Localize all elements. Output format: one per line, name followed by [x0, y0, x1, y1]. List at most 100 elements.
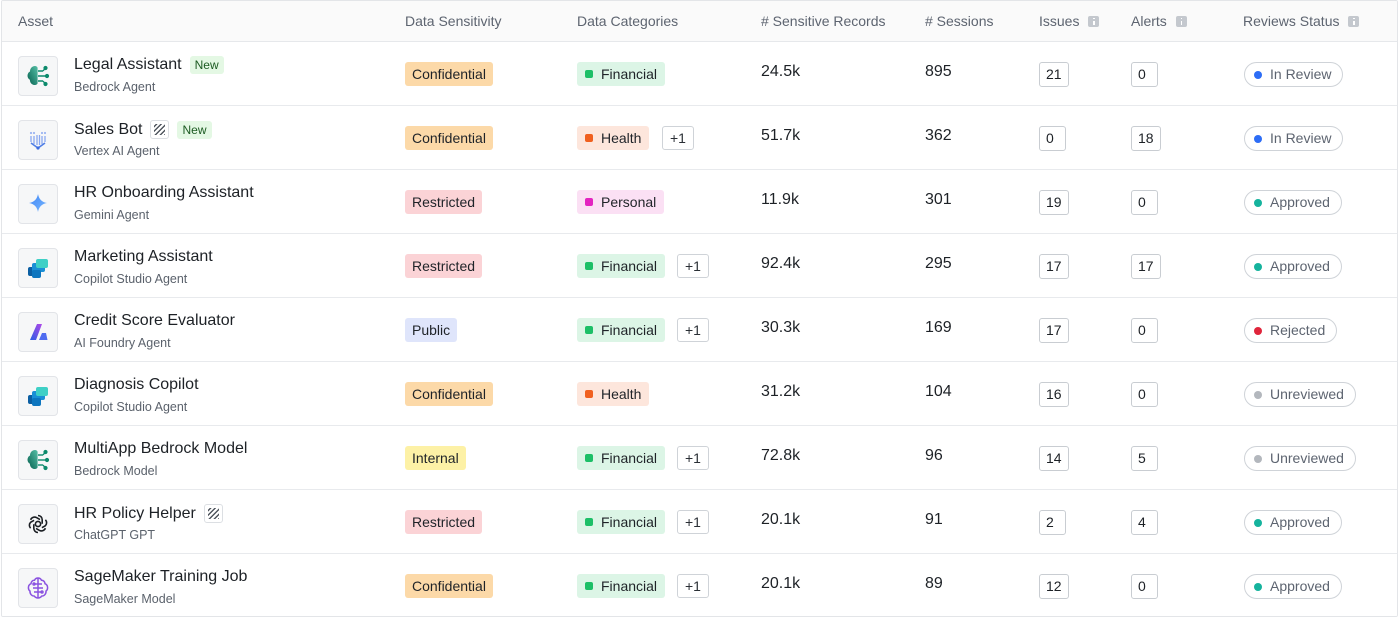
column-header-data-categories[interactable]: Data Categories [577, 13, 679, 29]
status-dot-icon [1254, 262, 1262, 271]
sensitivity-badge: Public [405, 318, 458, 342]
sensitive-records-count: 31.2k [761, 383, 801, 400]
bedrock-icon [18, 440, 58, 480]
asset-type: Copilot Studio Agent [74, 272, 188, 286]
issues-count[interactable]: 17 [1039, 254, 1069, 279]
issues-count[interactable]: 2 [1039, 510, 1066, 535]
review-status-label: Unreviewed [1270, 386, 1344, 402]
more-categories-button[interactable]: +1 [662, 126, 694, 150]
sensitive-records-count: 24.5k [761, 63, 801, 80]
review-status-label: Unreviewed [1270, 450, 1344, 466]
category-badge: Health [577, 382, 650, 406]
asset-name[interactable]: Legal Assistant [74, 56, 182, 73]
review-status-label: In Review [1270, 66, 1332, 82]
info-icon[interactable] [1348, 15, 1360, 27]
category-dot-icon [585, 454, 593, 462]
review-status-badge[interactable]: Unreviewed [1244, 382, 1356, 407]
issues-count[interactable]: 19 [1039, 190, 1069, 215]
column-header-sessions[interactable]: # Sessions [925, 13, 994, 29]
category-badge: Financial [577, 574, 666, 598]
category-badge: Personal [577, 190, 665, 214]
alerts-count[interactable]: 17 [1131, 254, 1161, 279]
asset-name[interactable]: SageMaker Training Job [74, 568, 248, 585]
issues-count[interactable]: 0 [1039, 126, 1066, 151]
review-status-badge[interactable]: Approved [1244, 254, 1342, 279]
category-label: Financial [601, 578, 658, 594]
category-label: Health [601, 386, 642, 402]
asset-name[interactable]: HR Onboarding Assistant [74, 184, 254, 201]
issues-count[interactable]: 21 [1039, 62, 1069, 87]
more-categories-button[interactable]: +1 [677, 574, 709, 598]
alerts-count[interactable]: 4 [1131, 510, 1158, 535]
issues-count[interactable]: 16 [1039, 382, 1069, 407]
review-status-badge[interactable]: Approved [1244, 510, 1342, 535]
alerts-count[interactable]: 0 [1131, 574, 1158, 599]
category-label: Health [601, 130, 642, 146]
info-icon[interactable] [1175, 15, 1187, 27]
table-row[interactable]: HR Onboarding Assistant Gemini Agent Restr… [2, 170, 1397, 234]
review-status-label: Rejected [1270, 322, 1326, 338]
asset-name[interactable]: HR Policy Helper [74, 504, 196, 522]
more-categories-button[interactable]: +1 [677, 318, 709, 342]
asset-type: Copilot Studio Agent [74, 400, 188, 414]
sessions-count: 91 [925, 511, 943, 528]
column-header-issues[interactable]: Issues [1039, 1, 1100, 41]
column-header-asset[interactable]: Asset [18, 13, 54, 29]
alerts-count[interactable]: 0 [1131, 190, 1158, 215]
review-status-badge[interactable]: Approved [1244, 190, 1342, 215]
asset-name[interactable]: Sales Bot [74, 120, 143, 138]
review-status-label: In Review [1270, 130, 1332, 146]
review-status-badge[interactable]: In Review [1244, 62, 1344, 87]
issues-count[interactable]: 12 [1039, 574, 1069, 599]
asset-name-line: Sales Bot New [74, 120, 212, 139]
asset-name[interactable]: MultiApp Bedrock Model [74, 440, 248, 457]
review-status-badge[interactable]: Approved [1244, 574, 1342, 599]
column-header-sensitive-records[interactable]: # Sensitive Records [761, 13, 886, 29]
table-row[interactable]: SageMaker Training Job SageMaker Model Con… [2, 554, 1397, 616]
table-row[interactable]: Credit Score Evaluator AI Foundry Agent Pu… [2, 298, 1397, 362]
info-icon[interactable] [1088, 15, 1100, 27]
review-status-label: Approved [1270, 514, 1330, 530]
asset-name[interactable]: Marketing Assistant [74, 248, 213, 265]
column-header-reviews-status[interactable]: Reviews Status [1243, 1, 1360, 41]
column-header-alerts[interactable]: Alerts [1131, 1, 1187, 41]
more-categories-button[interactable]: +1 [677, 510, 709, 534]
review-status-badge[interactable]: Rejected [1244, 318, 1338, 343]
table-row[interactable]: Marketing Assistant Copilot Studio Agent R… [2, 234, 1397, 298]
table-row[interactable]: Legal Assistant New Bedrock Agent Confident… [2, 42, 1397, 106]
asset-name-line: HR Onboarding Assistant [74, 184, 254, 202]
sessions-count: 301 [925, 191, 952, 208]
review-status-badge[interactable]: In Review [1244, 126, 1344, 151]
table-row[interactable]: Diagnosis Copilot Copilot Studio Agent Con… [2, 362, 1397, 426]
status-dot-icon [1254, 390, 1262, 399]
alerts-count[interactable]: 0 [1131, 382, 1158, 407]
column-header-data-sensitivity[interactable]: Data Sensitivity [405, 13, 502, 29]
category-label: Financial [601, 322, 658, 338]
asset-name[interactable]: Credit Score Evaluator [74, 312, 235, 329]
sensitive-records-count: 51.7k [761, 127, 801, 144]
category-dot-icon [585, 134, 593, 142]
more-categories-button[interactable]: +1 [677, 254, 709, 278]
table-row[interactable]: MultiApp Bedrock Model Bedrock Model Inter… [2, 426, 1397, 490]
status-dot-icon [1254, 70, 1262, 79]
more-categories-button[interactable]: +1 [677, 446, 709, 470]
alerts-count[interactable]: 0 [1131, 318, 1158, 343]
alerts-count[interactable]: 0 [1131, 62, 1158, 87]
alerts-count[interactable]: 18 [1131, 126, 1161, 151]
issues-count[interactable]: 17 [1039, 318, 1069, 343]
review-status-badge[interactable]: Unreviewed [1244, 446, 1356, 471]
issues-count[interactable]: 14 [1039, 446, 1069, 471]
bedrock-icon [18, 56, 58, 96]
asset-name[interactable]: Diagnosis Copilot [74, 376, 199, 393]
category-badge: Financial [577, 62, 666, 86]
alerts-count[interactable]: 5 [1131, 446, 1158, 471]
status-dot-icon [1254, 582, 1262, 591]
category-label: Financial [601, 514, 658, 530]
status-dot-icon [1254, 454, 1262, 463]
asset-type: AI Foundry Agent [74, 336, 171, 350]
table-row[interactable]: Sales Bot New Vertex AI Agent Confidential H… [2, 106, 1397, 170]
table-row[interactable]: HR Policy Helper ChatGPT GPT Restricted Fin… [2, 490, 1397, 554]
sagemaker-icon [18, 568, 58, 608]
new-badge: New [189, 56, 224, 74]
